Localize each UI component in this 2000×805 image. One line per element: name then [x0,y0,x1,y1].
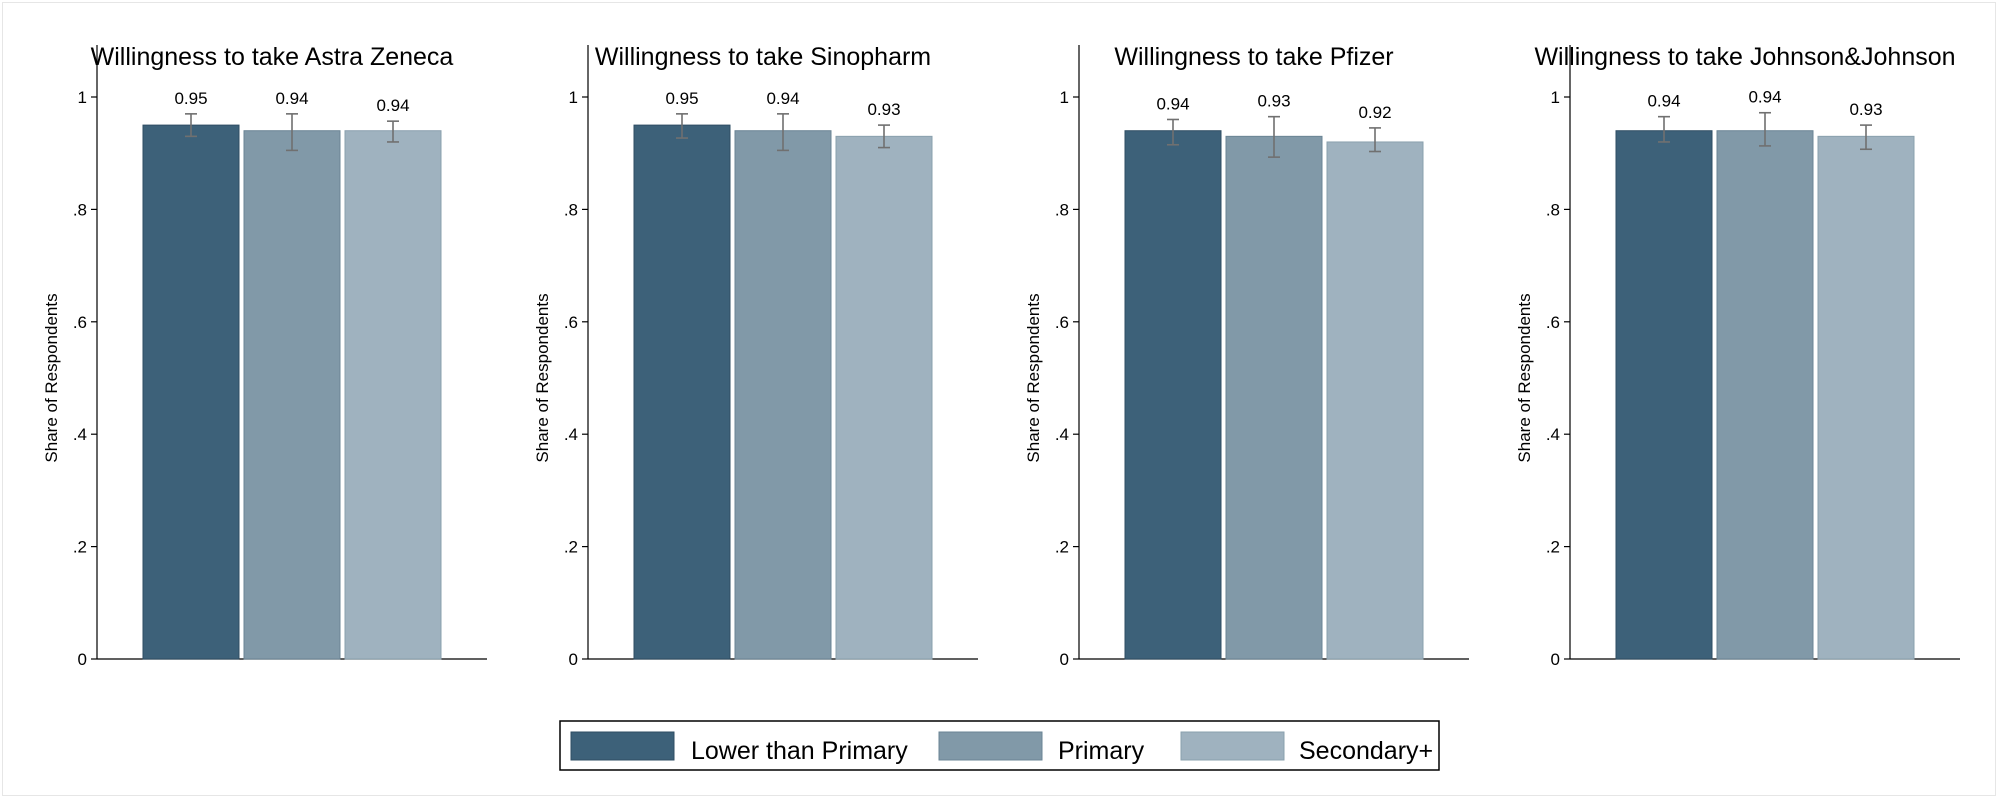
panel-title: Willingness to take Sinopharm [595,43,931,71]
y-tick-label: 0 [1060,650,1069,669]
data-label: 0.93 [1257,92,1290,111]
bar [835,135,933,660]
data-label: 0.94 [1647,92,1680,111]
y-tick-label: 0 [1551,650,1560,669]
bar [1326,141,1424,660]
y-tick-label: 0 [569,650,578,669]
y-tick-label: 1 [78,88,87,107]
y-tick-label: .4 [564,425,578,444]
y-axis-label: Share of Respondents [1024,293,1043,462]
y-tick-label: .4 [1546,425,1560,444]
y-tick-label: .2 [73,538,87,557]
y-tick-label: .8 [1546,200,1560,219]
y-tick-label: .8 [73,200,87,219]
legend-swatch [1180,731,1285,761]
bar [734,130,832,660]
data-label: 0.95 [174,89,207,108]
y-tick-label: .8 [564,200,578,219]
legend-label: Lower than Primary [691,737,908,765]
bar [633,124,731,660]
y-tick-label: .2 [1546,538,1560,557]
data-label: 0.94 [1156,94,1189,113]
legend-swatch [938,731,1043,761]
data-label: 0.94 [1748,88,1781,107]
data-label: 0.93 [867,100,900,119]
y-tick-label: 1 [569,88,578,107]
panel-title: Willingness to take Johnson&Johnson [1534,43,1955,71]
y-tick-label: .4 [1055,425,1069,444]
y-axis-label: Share of Respondents [1515,293,1534,462]
bar [344,130,442,660]
y-tick-label: .6 [564,313,578,332]
data-label: 0.94 [766,89,799,108]
y-tick-label: 1 [1551,88,1560,107]
y-tick-label: .4 [73,425,87,444]
y-axis-label: Share of Respondents [533,293,552,462]
data-label: 0.95 [665,89,698,108]
bar [1817,135,1915,660]
bar [142,124,240,660]
y-tick-label: .6 [73,313,87,332]
data-label: 0.93 [1849,100,1882,119]
y-tick-label: .2 [564,538,578,557]
bar [1615,130,1713,660]
bar [1225,135,1323,660]
data-label: 0.94 [275,89,308,108]
data-label: 0.92 [1358,103,1391,122]
bar [1124,130,1222,660]
legend-label: Secondary+ [1299,737,1433,765]
panel-title: Willingness to take Pfizer [1114,43,1393,71]
y-tick-label: .2 [1055,538,1069,557]
y-axis-label: Share of Respondents [42,293,61,462]
panel-title: Willingness to take Astra Zeneca [91,43,454,71]
bar [1716,130,1814,660]
data-label: 0.94 [376,96,409,115]
y-tick-label: .8 [1055,200,1069,219]
legend-swatch [570,731,675,761]
y-tick-label: .6 [1546,313,1560,332]
y-tick-label: .6 [1055,313,1069,332]
y-tick-label: 1 [1060,88,1069,107]
bar [243,130,341,660]
y-tick-label: 0 [78,650,87,669]
legend-label: Primary [1058,737,1145,765]
